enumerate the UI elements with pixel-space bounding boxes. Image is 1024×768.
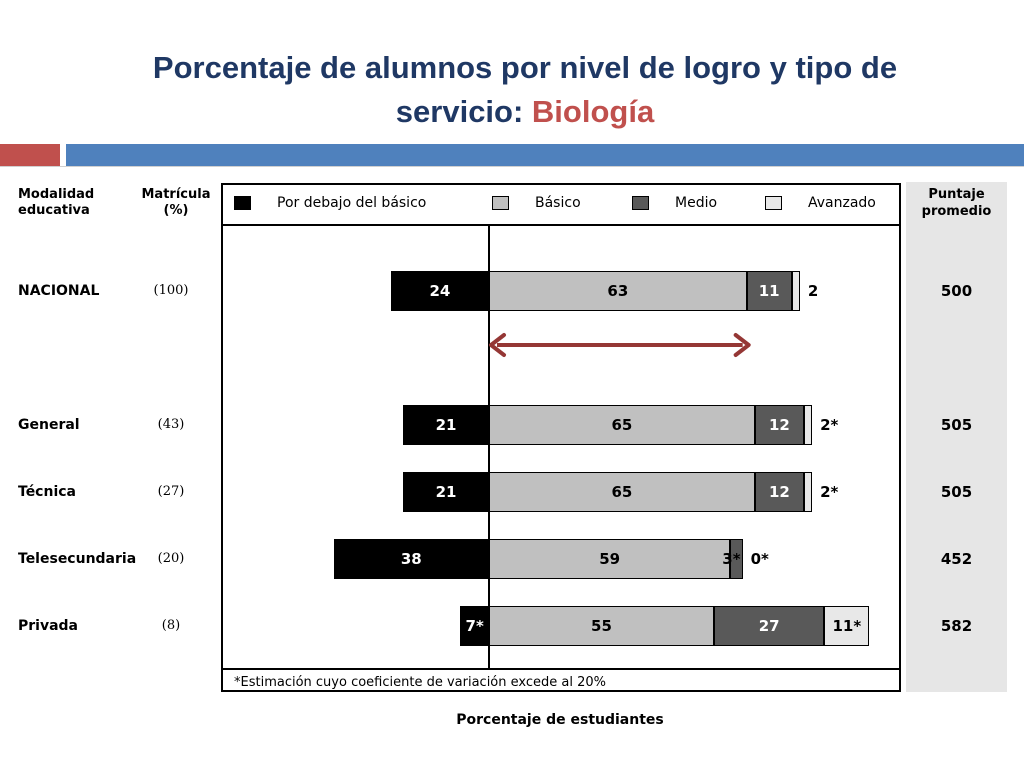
bar-label-basico: 59 bbox=[599, 550, 621, 568]
chart-footnote: *Estimación cuyo coeficiente de variació… bbox=[234, 675, 607, 690]
bar-label-por-debajo: 7* bbox=[465, 617, 484, 635]
bar-medio bbox=[713, 606, 825, 646]
x-axis-label: Porcentaje de estudiantes bbox=[456, 712, 664, 728]
row-matricula: (20) bbox=[157, 551, 185, 566]
bar-label-por-debajo: 21 bbox=[435, 483, 457, 501]
bar-label-avanzado: 2 bbox=[807, 282, 819, 300]
zero-axis-line bbox=[488, 226, 490, 668]
legend-swatch-por-debajo bbox=[234, 196, 251, 210]
modalidad-header-line1: Modalidad bbox=[18, 187, 95, 202]
row-puntaje: 505 bbox=[940, 483, 973, 501]
title-line-1: Porcentaje de alumnos por nivel de logro… bbox=[152, 50, 898, 85]
row-matricula: (43) bbox=[157, 417, 185, 432]
bar-label-por-debajo: 21 bbox=[435, 416, 457, 434]
bar-label-avanzado: 2* bbox=[820, 483, 839, 501]
legend-label-avanzado: Avanzado bbox=[808, 195, 876, 211]
bar-basico bbox=[489, 606, 714, 646]
bar-por-debajo bbox=[460, 606, 489, 646]
legend-swatch-avanzado bbox=[765, 196, 782, 210]
bar-label-por-debajo: 24 bbox=[429, 282, 451, 300]
bar-label-medio: 12 bbox=[768, 416, 790, 434]
bar-medio bbox=[746, 271, 792, 311]
bar-por-debajo bbox=[403, 472, 489, 512]
legend-label-por-debajo: Por debajo del básico bbox=[277, 195, 427, 211]
row-puntaje: 452 bbox=[940, 550, 973, 568]
row-matricula: (100) bbox=[153, 283, 189, 298]
bar-avanzado bbox=[791, 271, 800, 311]
bar-por-debajo bbox=[403, 405, 489, 445]
bar-label-medio: 12 bbox=[768, 483, 790, 501]
legend-label-medio: Medio bbox=[675, 195, 718, 211]
legend-swatch-medio bbox=[632, 196, 649, 210]
bar-label-medio: 11 bbox=[758, 282, 780, 300]
bar-medio bbox=[754, 405, 804, 445]
bar-basico bbox=[489, 472, 755, 512]
bar-label-basico: 65 bbox=[611, 416, 633, 434]
bar-por-debajo bbox=[333, 539, 489, 579]
bar-label-basico: 63 bbox=[607, 282, 629, 300]
legend-separator bbox=[221, 224, 901, 226]
row-puntaje: 500 bbox=[940, 282, 973, 300]
header-band-line bbox=[0, 166, 1024, 167]
puntaje-header: Puntaje promedio bbox=[906, 186, 1007, 220]
bar-avanzado bbox=[803, 405, 813, 445]
legend-swatch-basico bbox=[492, 196, 509, 210]
bar-avanzado bbox=[803, 472, 813, 512]
bar-label-avanzado: 2* bbox=[820, 416, 839, 434]
bar-label-avanzado: 11* bbox=[832, 617, 862, 635]
bar-medio bbox=[730, 539, 743, 579]
row-matricula: (8) bbox=[161, 618, 181, 633]
puntaje-header-line1: Puntaje bbox=[928, 187, 985, 202]
row-label: Privada bbox=[18, 618, 79, 634]
bar-label-avanzado: 0* bbox=[750, 550, 769, 568]
chart-frame bbox=[221, 183, 901, 692]
page-title: Porcentaje de alumnos por nivel de logro… bbox=[0, 46, 1024, 134]
row-label: NACIONAL bbox=[18, 283, 100, 299]
row-label: Telesecundaria bbox=[18, 551, 137, 567]
puntaje-header-line2: promedio bbox=[921, 204, 992, 219]
title-line-2: servicio: Biología bbox=[0, 90, 1024, 134]
legend-label-basico: Básico bbox=[535, 195, 581, 211]
footnote-separator bbox=[221, 668, 901, 670]
bar-basico bbox=[489, 271, 747, 311]
bar-basico bbox=[489, 539, 731, 579]
bar-basico bbox=[489, 405, 755, 445]
row-label: General bbox=[18, 417, 80, 433]
title-accent: Biología bbox=[531, 94, 655, 129]
matricula-header-line2: (%) bbox=[163, 203, 189, 218]
bar-label-basico: 65 bbox=[611, 483, 633, 501]
bar-avanzado bbox=[824, 606, 870, 646]
bar-por-debajo bbox=[390, 271, 489, 311]
bar-label-basico: 55 bbox=[591, 617, 612, 635]
puntaje-panel bbox=[906, 182, 1007, 692]
row-puntaje: 505 bbox=[940, 416, 973, 434]
title-line-2-prefix: servicio: bbox=[395, 94, 532, 129]
matricula-header-line1: Matrícula bbox=[141, 187, 211, 202]
modalidad-header-line2: educativa bbox=[18, 203, 90, 218]
modalidad-header: Modalidad educativa bbox=[18, 187, 94, 219]
header-band-red bbox=[0, 144, 60, 166]
bar-medio bbox=[754, 472, 804, 512]
matricula-header: Matrícula (%) bbox=[136, 187, 216, 219]
bar-label-medio: 3* bbox=[722, 550, 741, 568]
row-label: Técnica bbox=[18, 484, 76, 500]
header-band-blue bbox=[66, 144, 1024, 166]
bar-label-medio: 27 bbox=[758, 617, 780, 635]
row-matricula: (27) bbox=[157, 484, 185, 499]
bar-label-por-debajo: 38 bbox=[400, 550, 422, 568]
row-puntaje: 582 bbox=[940, 617, 973, 635]
